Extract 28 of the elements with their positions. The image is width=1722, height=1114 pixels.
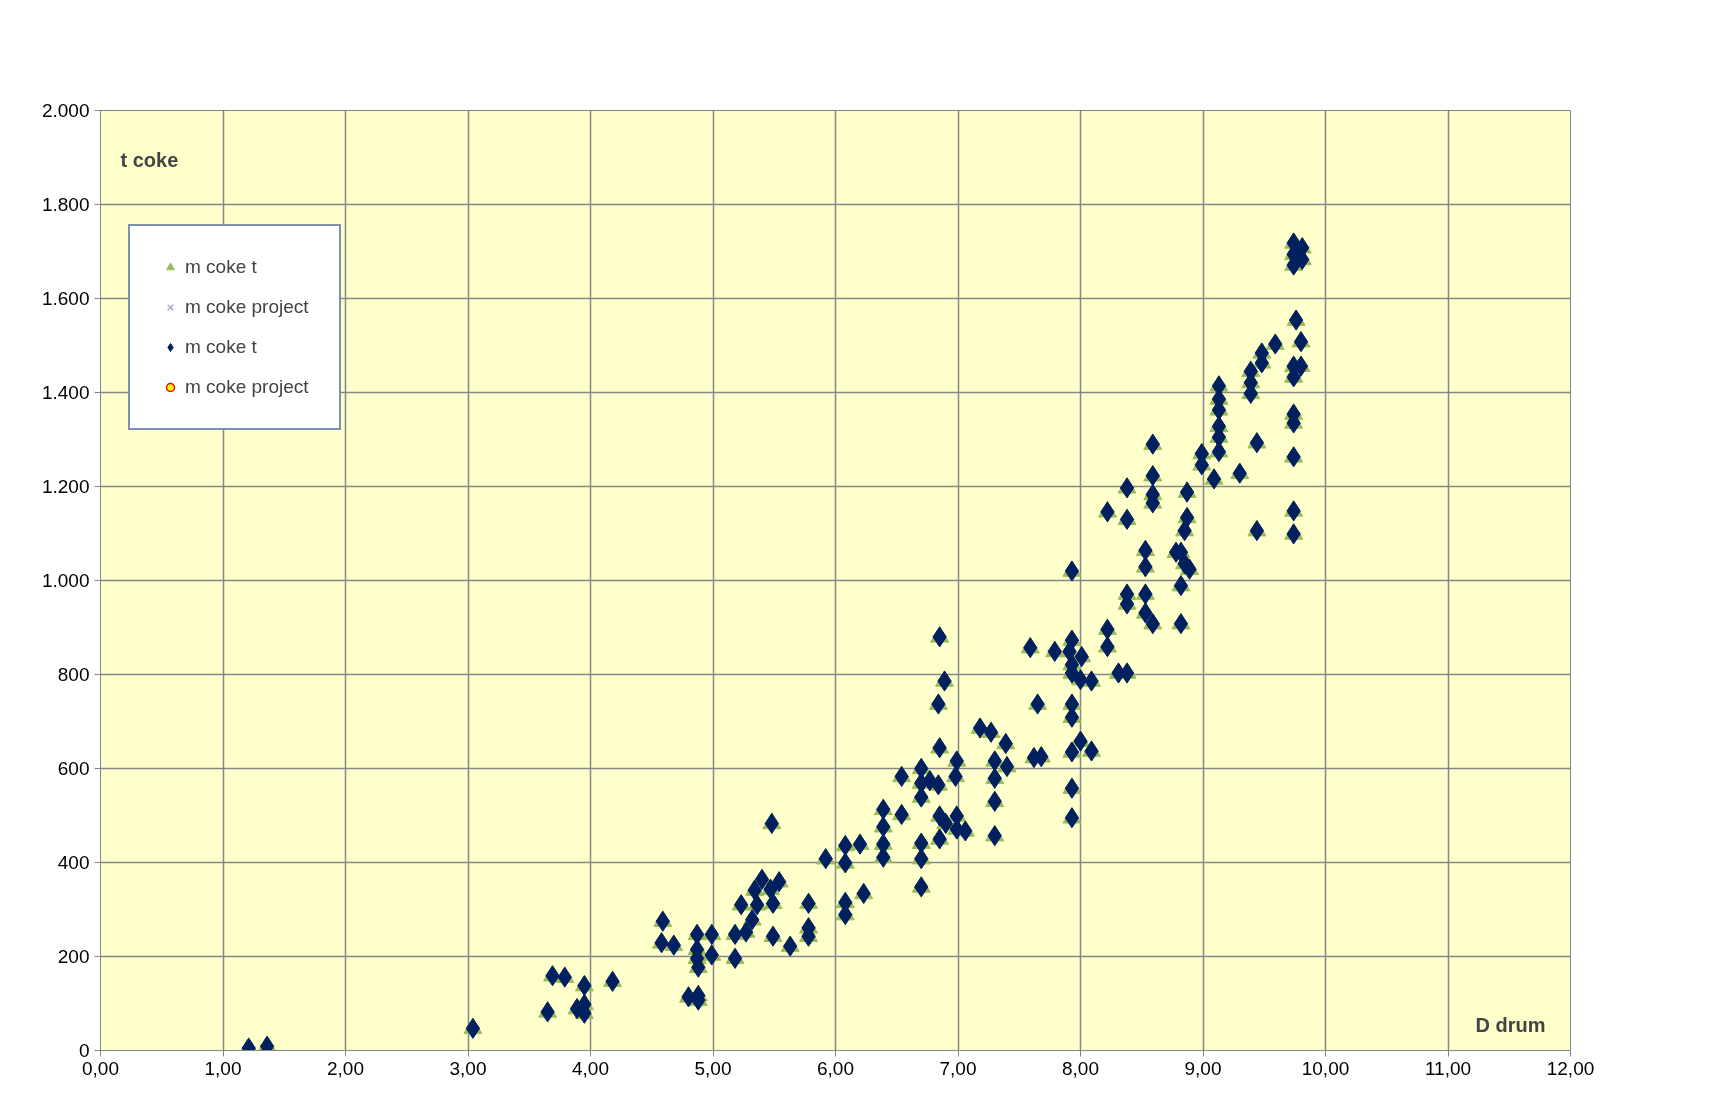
y-axis-title: t coke: [120, 148, 179, 171]
y-tick-label: 400: [57, 852, 90, 873]
x-tick-label: 11,00: [1424, 1057, 1472, 1079]
x-tick-label: 10,00: [1301, 1057, 1350, 1079]
x-tick-label: 9,00: [1184, 1057, 1222, 1079]
x-tick-label: 1,00: [204, 1057, 242, 1079]
y-tick-label: 200: [57, 946, 90, 967]
x-axis-title: D drum: [1475, 1013, 1546, 1036]
x-tick-label: 8,00: [1062, 1057, 1099, 1079]
y-tick-label: 600: [57, 758, 90, 779]
y-tick-label: 1.600: [41, 288, 90, 309]
y-tick-label: 1.400: [41, 382, 90, 403]
y-tick-label: 1.000: [41, 570, 90, 591]
x-tick-label: 3,00: [449, 1057, 487, 1079]
x-tick-label: 4,00: [572, 1057, 609, 1079]
y-tick-label: 1.800: [41, 194, 90, 215]
x-tick-label: 6,00: [817, 1057, 854, 1079]
x-tick-label: 12,00: [1546, 1057, 1595, 1079]
x-tick-label: 5,00: [694, 1057, 732, 1079]
legend-label: m coke project: [185, 296, 309, 318]
legend-label: m coke project: [185, 376, 309, 398]
y-tick-label: 800: [57, 664, 90, 685]
y-tick-label: 1.200: [41, 476, 90, 497]
x-tick-label: 2,00: [327, 1057, 364, 1079]
legend-label: m coke t: [185, 336, 257, 358]
y-tick-label: 2.000: [41, 100, 90, 121]
legend-label: m coke t: [185, 256, 257, 278]
x-tick-label: 7,00: [939, 1057, 977, 1079]
